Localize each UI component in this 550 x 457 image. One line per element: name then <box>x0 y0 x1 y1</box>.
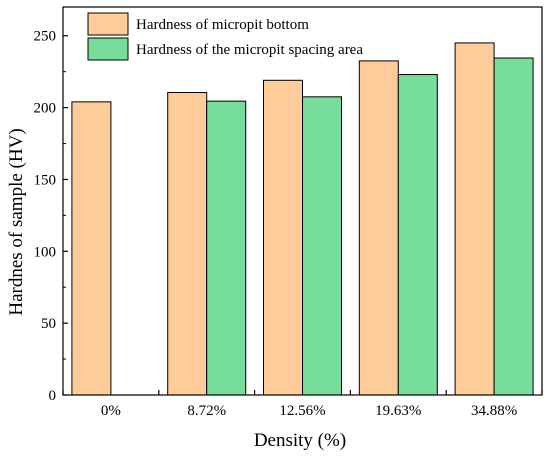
x-tick-label: 8.72% <box>187 403 226 419</box>
legend-swatch-1 <box>87 37 129 61</box>
legend-label-0: Hardness of micropit bottom <box>136 17 309 33</box>
bar-spacing-area-2 <box>302 96 342 396</box>
legend: Hardness of micropit bottom Hardness of t… <box>87 12 363 61</box>
bar-spacing-area-1 <box>206 100 247 396</box>
x-tick-label: 19.63% <box>375 403 421 419</box>
x-tick-label: 12.56% <box>279 403 325 419</box>
bar-micropit-bottom-1 <box>167 92 208 396</box>
y-tick-label: 100 <box>34 244 57 260</box>
axes-group: 0 50 100 150 200 250 0% 8.72% 12.56% 19.63% 34.88% <box>34 6 543 419</box>
x-tick-label: 34.88% <box>471 403 517 419</box>
bar-micropit-bottom-0 <box>71 101 112 396</box>
y-tick-label: 50 <box>41 316 56 332</box>
bar-spacing-area-4 <box>493 57 534 396</box>
y-tick-label: 250 <box>34 29 57 45</box>
bar-micropit-bottom-3 <box>358 60 399 396</box>
y-tick-label: 200 <box>34 101 57 117</box>
bar-micropit-bottom-4 <box>454 42 495 396</box>
plot-frame <box>62 6 543 396</box>
y-axis-title: Hardnes of sample (HV) <box>6 128 27 315</box>
bar-micropit-bottom-2 <box>263 79 303 396</box>
y-tick-label: 150 <box>34 172 57 188</box>
bar-spacing-area-3 <box>397 74 438 396</box>
x-axis-title: Density (%) <box>254 430 346 451</box>
legend-label-1: Hardness of the micropit spacing area <box>136 42 363 58</box>
y-tick-label: 0 <box>49 388 57 404</box>
x-tick-label: 0% <box>101 403 121 419</box>
bars-group <box>71 42 534 396</box>
legend-swatch-0 <box>87 12 129 36</box>
